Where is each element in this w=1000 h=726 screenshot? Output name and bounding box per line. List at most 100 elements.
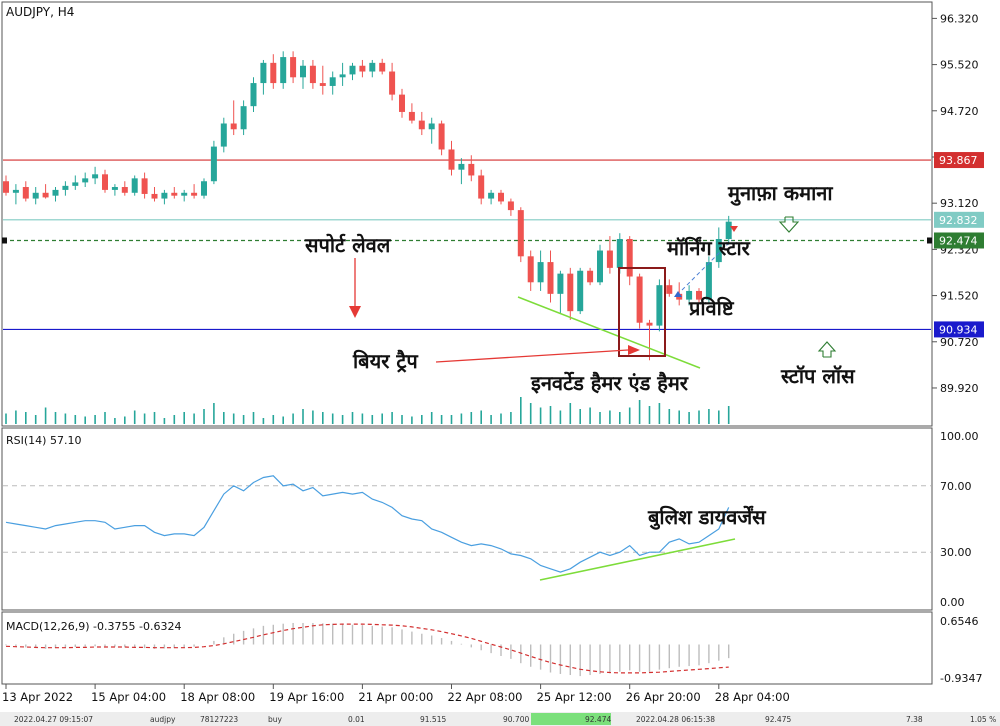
- level-badge-label: 92.474: [939, 234, 978, 247]
- stop-loss-arrow-icon: [817, 341, 837, 358]
- take-profit-arrow-icon: [778, 216, 800, 233]
- annotation-resistance: सपोर्ट लेवल: [304, 233, 392, 257]
- candle-body-bear: [448, 149, 455, 170]
- candle-body-bull: [705, 262, 712, 300]
- macd-signal-line: [5, 623, 729, 674]
- status-take-profit-bg: [531, 713, 611, 725]
- annotation-morning-star: मॉर्निंग स्टार: [666, 236, 751, 260]
- candle-body-bear: [587, 270, 594, 283]
- candle-body-bull: [220, 123, 227, 147]
- level-badge-label: 93.867: [939, 154, 978, 167]
- candle-body-bear: [547, 262, 554, 294]
- status-open-price: 91.515: [420, 715, 446, 724]
- price-tick-label: 93.120: [940, 197, 979, 210]
- x-tick-label: 15 Apr 04:00: [91, 690, 166, 704]
- x-tick-label: 25 Apr 12:00: [537, 690, 612, 704]
- candle-body-bull: [339, 74, 346, 78]
- candle-body-bull: [458, 163, 465, 170]
- x-tick-label: 26 Apr 20:00: [626, 690, 701, 704]
- candle-body-bull: [210, 146, 217, 182]
- candle-body-bull: [72, 182, 79, 186]
- entry-dash-line: [681, 239, 733, 291]
- status-bar: [0, 712, 1000, 726]
- candle-body-bull: [616, 238, 623, 268]
- price-tick-label: 90.720: [940, 336, 979, 349]
- rsi-tick-label: 100.00: [940, 430, 979, 443]
- x-tick-label: 13 Apr 2022: [2, 690, 73, 704]
- status-profit: 7.38: [906, 715, 923, 724]
- candle-body-bull: [32, 192, 39, 199]
- candle-body-bear: [230, 123, 237, 130]
- candle-body-bear: [498, 192, 504, 202]
- candle-body-bull: [329, 77, 336, 86]
- candle-body-bear: [191, 192, 198, 196]
- rsi-tick-label: 0.00: [940, 596, 965, 609]
- candle-body-bear: [359, 65, 366, 72]
- x-tick-label: 22 Apr 08:00: [448, 690, 523, 704]
- macd-tick-label: 0.6546: [940, 615, 979, 628]
- price-tick-label: 94.720: [940, 105, 979, 118]
- status-type: buy: [268, 715, 283, 724]
- candle-body-bull: [577, 270, 584, 312]
- candle-body-bull: [715, 238, 722, 263]
- price-tick-label: 89.920: [940, 382, 979, 395]
- annotation-take-profit: मुनाफ़ा कमाना: [727, 181, 833, 206]
- candle-body-bear: [121, 187, 128, 193]
- rsi-tick-label: 30.00: [940, 546, 972, 559]
- candle-body-bull: [597, 250, 603, 283]
- x-tick-label: 28 Apr 04:00: [715, 690, 790, 704]
- resistance-arrow-head: [349, 306, 361, 318]
- candle-body-bull: [300, 65, 306, 78]
- candle-body-bear: [666, 285, 673, 294]
- candle-body-bear: [3, 181, 9, 193]
- candle-body-bull: [131, 178, 138, 193]
- bear-trap-arrow-head: [628, 345, 640, 355]
- candle-body-bear: [606, 250, 613, 268]
- status-take-profit: 92.474: [585, 715, 611, 724]
- candle-body-bear: [319, 83, 326, 86]
- candle-body-bear: [468, 163, 475, 176]
- candle-body-bear: [151, 193, 158, 199]
- price-trend-line: [517, 296, 701, 369]
- rsi-panel: [1, 427, 933, 611]
- candle-body-bull: [260, 62, 267, 84]
- candle-body-bull: [428, 123, 435, 130]
- candle-body-bear: [399, 94, 405, 112]
- status-stop-loss: 90.700: [503, 715, 529, 724]
- candle-body-bear: [696, 290, 702, 300]
- macd-tick-label: -0.9347: [940, 672, 982, 685]
- candle-body-bear: [290, 57, 297, 78]
- candle-body-bear: [102, 174, 108, 190]
- candle-body-bull: [725, 221, 732, 239]
- level-badge-label: 90.934: [939, 323, 978, 336]
- candle-body-bear: [507, 201, 514, 211]
- rsi-tick-label: 70.00: [940, 480, 972, 493]
- candle-body-bull: [280, 57, 287, 84]
- status-close-price: 92.475: [765, 715, 791, 724]
- status-close-time: 2022.04.28 06:15:38: [636, 715, 715, 724]
- candle-body-bear: [438, 123, 445, 150]
- candle-body-bull: [240, 106, 247, 130]
- candle-body-bull: [686, 290, 693, 300]
- status-ticket: 78127223: [200, 715, 238, 724]
- level-badge-resistance: [934, 152, 984, 169]
- candle-body-bull: [111, 187, 118, 190]
- x-tick-label: 19 Apr 16:00: [269, 690, 344, 704]
- chart-title: AUDJPY, H4: [6, 5, 74, 19]
- candle-body-bull: [488, 192, 495, 199]
- price-tick-label: 96.320: [940, 12, 979, 25]
- bear-trap-arrow-shaft: [435, 349, 629, 363]
- candle-body-bear: [389, 71, 396, 95]
- candle-body-bull: [656, 285, 663, 326]
- candle-body-bear: [646, 322, 653, 326]
- candle-body-bear: [270, 62, 277, 84]
- entry-right-marker: [927, 237, 932, 244]
- candle-body-bear: [478, 175, 485, 199]
- candle-body-bull: [52, 189, 59, 196]
- rsi-line: [5, 475, 730, 573]
- price-panel: [1, 1, 933, 427]
- candle-body-bear: [379, 62, 386, 72]
- annotation-stop-loss: स्टॉप लॉस: [780, 364, 856, 388]
- x-tick-label: 21 Apr 00:00: [358, 690, 433, 704]
